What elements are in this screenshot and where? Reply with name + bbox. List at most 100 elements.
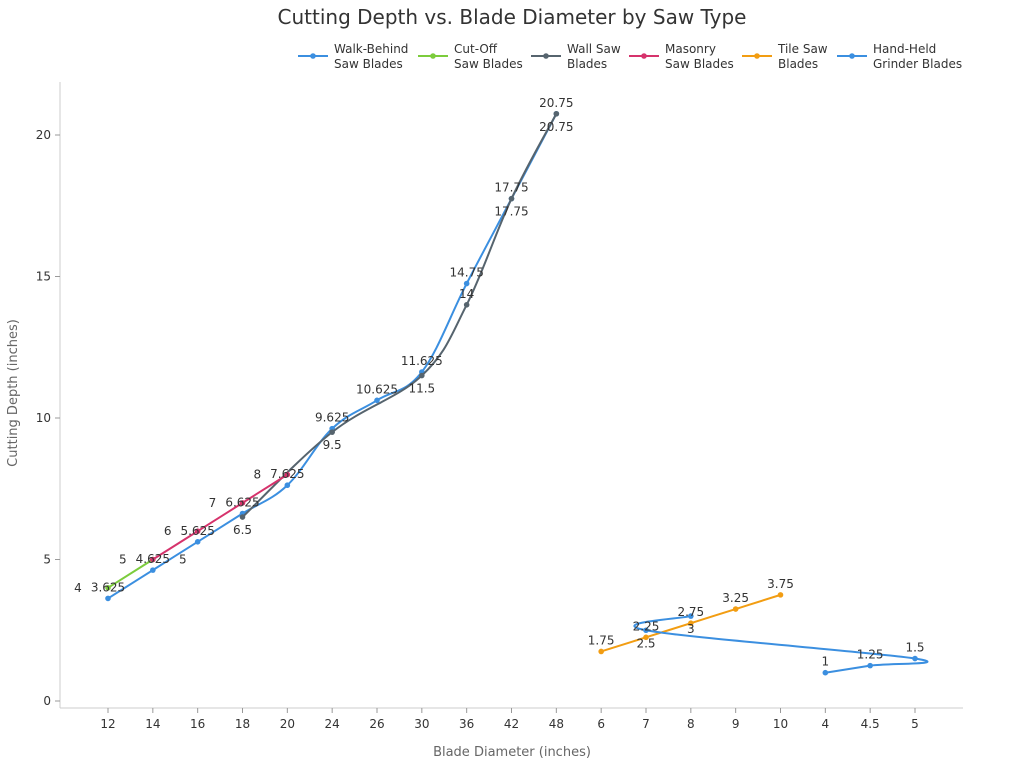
data-point: [463, 302, 470, 308]
y-tick-label: 0: [43, 694, 51, 708]
legend-marker: [543, 53, 549, 59]
legend-item: Cut-Off Saw Blades: [418, 42, 523, 71]
data-point: [150, 556, 156, 563]
data-point: [688, 613, 694, 619]
data-label: 3.625: [91, 580, 125, 594]
data-point: [463, 280, 470, 287]
data-label: 1.75: [588, 633, 615, 647]
x-tick-label: 4.5: [861, 717, 880, 731]
legend-marker: [310, 53, 316, 59]
data-label: 3.25: [722, 591, 749, 605]
legend-label: Tile Saw Blades: [777, 42, 828, 71]
legend-marker: [754, 53, 760, 59]
legend-marker: [641, 53, 647, 59]
data-label: 7.625: [270, 467, 304, 481]
chart-title: Cutting Depth vs. Blade Diameter by Saw …: [278, 5, 747, 29]
data-point: [329, 429, 335, 435]
data-point: [105, 585, 111, 591]
x-tick-label: 14: [145, 717, 160, 731]
legend-item: Walk-Behind Saw Blades: [298, 42, 408, 71]
legend-label: Hand-Held Grinder Blades: [873, 42, 962, 71]
series-line: [241, 113, 558, 518]
data-label: 5: [179, 553, 187, 567]
y-axis-label: Cutting Depth (inches): [6, 319, 21, 467]
data-label: 4: [74, 581, 82, 595]
x-tick-label: 24: [325, 717, 340, 731]
data-label: 14.75: [449, 266, 483, 280]
data-label: 5: [119, 553, 127, 567]
data-point: [598, 648, 604, 655]
x-tick-label: 6: [597, 717, 605, 731]
data-label: 9.5: [323, 438, 342, 452]
x-tick-label: 16: [190, 717, 205, 731]
legend-label: Masonry Saw Blades: [665, 42, 734, 71]
data-point: [194, 528, 201, 534]
data-point: [777, 592, 784, 598]
data-label: 10.625: [356, 382, 398, 396]
y-tick-label: 5: [43, 553, 51, 567]
data-label: 11.625: [401, 354, 443, 368]
series-lines: [105, 110, 929, 676]
x-tick-label: 10: [773, 717, 788, 731]
y-tick-label: 20: [36, 128, 51, 142]
legend-item: Wall Saw Blades: [531, 42, 621, 71]
series-line: [107, 113, 558, 600]
data-label: 7: [209, 496, 217, 510]
data-point: [284, 482, 291, 489]
data-label: 3.75: [767, 577, 794, 591]
series-line: [152, 473, 288, 561]
x-tick-label: 48: [549, 717, 564, 731]
data-point: [419, 372, 425, 379]
series-line: [633, 615, 929, 674]
legend-item: Masonry Saw Blades: [629, 42, 734, 71]
y-tick-label: 15: [36, 270, 51, 284]
data-label: 20.75: [539, 120, 573, 134]
data-label: 1.5: [905, 641, 924, 655]
data-point: [374, 397, 380, 404]
legend-marker: [430, 53, 436, 59]
data-label: 6.625: [225, 496, 259, 510]
data-point: [105, 595, 111, 602]
x-tick-label: 42: [504, 717, 519, 731]
data-label: 4.625: [136, 552, 170, 566]
data-label: 1: [822, 655, 830, 669]
data-point: [508, 195, 515, 202]
data-point: [239, 500, 246, 506]
data-point: [194, 539, 201, 545]
axes: 12 14 16 18 20 24 26 30 36 42 48 6 7 8 9 10 4 4.5 50510152…: [36, 82, 963, 731]
legend-marker: [849, 53, 855, 59]
x-tick-label: 8: [687, 717, 695, 731]
data-label: 9.625: [315, 411, 349, 425]
data-point: [643, 634, 649, 641]
legend-label: Cut-Off Saw Blades: [454, 42, 523, 71]
data-point: [867, 662, 873, 669]
data-point: [912, 655, 918, 662]
x-tick-label: 18: [235, 717, 250, 731]
data-label: 11.5: [408, 382, 435, 396]
data-label: 3: [687, 622, 695, 636]
x-tick-label: 20: [280, 717, 295, 731]
data-point: [643, 627, 649, 634]
x-tick-label: 26: [369, 717, 384, 731]
series-line: [107, 558, 154, 589]
x-tick-label: 7: [642, 717, 650, 731]
x-axis-label: Blade Diameter (inches): [433, 745, 591, 760]
data-point: [150, 567, 156, 573]
y-tick-label: 10: [36, 411, 51, 425]
data-label: 6: [164, 524, 172, 538]
data-label: 2.25: [633, 619, 660, 633]
data-label: 17.75: [494, 205, 528, 219]
data-labels: 3.625 4.625 5.625 6.625 7.625 9.625 10.62511.6…: [74, 96, 924, 669]
legend-label: Walk-Behind Saw Blades: [334, 42, 408, 71]
data-point: [732, 606, 739, 612]
data-point: [688, 620, 694, 626]
x-tick-label: 5: [911, 717, 919, 731]
legend: Walk-Behind Saw Blades Cut-Off Saw Blades Wa…: [298, 42, 962, 71]
legend-label: Wall Saw Blades: [567, 42, 621, 71]
data-label: 1.25: [857, 648, 884, 662]
legend-item: Hand-Held Grinder Blades: [837, 42, 962, 71]
data-label: 17.75: [494, 181, 528, 195]
data-point: [284, 471, 291, 478]
x-tick-label: 12: [100, 717, 115, 731]
